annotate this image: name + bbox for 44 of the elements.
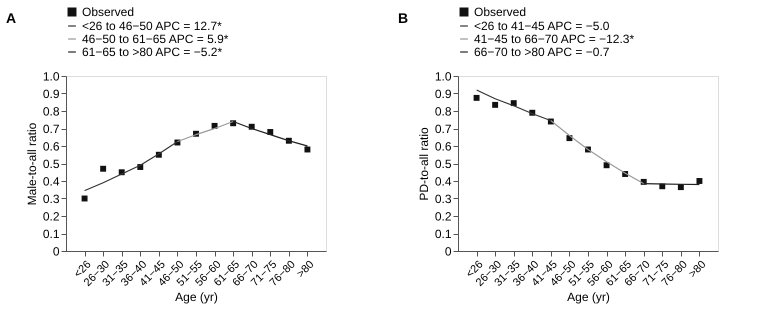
- x-tick-label: >80: [686, 258, 708, 280]
- point: [100, 166, 106, 172]
- y-tick-label: 0.7: [434, 122, 452, 136]
- y-tick-label: 0.1: [434, 227, 452, 241]
- y-tick-label: 0.8: [434, 104, 452, 118]
- point: [304, 146, 310, 152]
- y-tick-label: 0.5: [434, 157, 452, 171]
- y-tick-label: 0.8: [42, 104, 60, 118]
- y-tick-label: 0.7: [42, 122, 60, 136]
- y-axis-title: PD-to-all ratio: [416, 127, 431, 201]
- y-tick-label: 1.0: [434, 70, 452, 84]
- legend-label: 46−50 to 61−65 APC = 5.9*: [82, 32, 229, 46]
- y-tick-label: 0.4: [434, 174, 452, 188]
- chart-title: B: [398, 10, 408, 26]
- legend-label: <26 to 46−50 APC = 12.7*: [82, 19, 222, 33]
- legend-label: 66−70 to >80 APC = −0.7: [474, 45, 610, 59]
- point: [474, 94, 480, 101]
- y-tick-label: 0.4: [42, 174, 60, 188]
- y-tick-label: 0.2: [434, 210, 452, 224]
- y-tick-label: 1.0: [42, 70, 60, 84]
- y-tick-label: 0.9: [42, 87, 60, 101]
- y-tick-label: 0.3: [42, 192, 60, 206]
- y-tick-label: 0: [52, 244, 60, 258]
- chart-title: A: [6, 10, 16, 26]
- legend-label: <26 to 41−45 APC = −5.0: [474, 19, 610, 33]
- y-tick-label: 0: [444, 244, 452, 258]
- legend-label: Observed: [474, 5, 526, 19]
- y-axis-title: Male-to-all ratio: [24, 122, 39, 206]
- x-axis-title: Age (yr): [175, 290, 218, 304]
- x-axis-title: Age (yr): [567, 290, 610, 304]
- y-tick-label: 0.1: [42, 227, 60, 241]
- x-tick-label: >80: [294, 258, 316, 280]
- point: [82, 196, 88, 202]
- legend-label: Observed: [82, 5, 134, 19]
- y-tick-label: 0.5: [42, 157, 60, 171]
- point: [696, 178, 702, 184]
- y-tick-label: 0.3: [434, 192, 452, 206]
- y-tick-label: 0.6: [42, 140, 60, 154]
- y-tick-label: 0.2: [42, 210, 60, 224]
- legend-label: 41−45 to 66−70 APC = −12.3*: [474, 32, 634, 46]
- y-tick-label: 0.9: [434, 87, 452, 101]
- y-tick-label: 0.6: [434, 140, 452, 154]
- point: [492, 102, 498, 108]
- legend-label: 61−65 to >80 APC = −5.2*: [82, 45, 222, 59]
